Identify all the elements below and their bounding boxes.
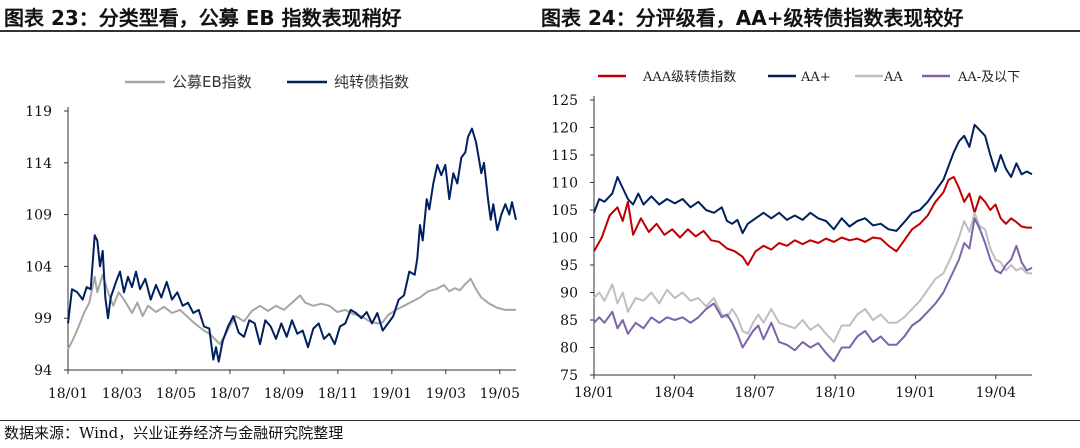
y-tick-label: 109: [25, 208, 52, 224]
y-tick-label: 115: [551, 148, 578, 164]
header-rule: [0, 30, 1080, 32]
chart-2: 75 80 85 90 95 100 105 110 115 120 125 18/01 18/04 18…: [551, 70, 1033, 401]
y-tick-label: 95: [560, 258, 578, 274]
x-tick-label: 18/10: [815, 385, 855, 401]
series-line-1: [67, 273, 516, 350]
x-tick-label: 19/05: [480, 386, 520, 402]
right-chart-title-main: 图表 24：分评级看，AA+: [541, 6, 784, 30]
x-tick-label: 18/01: [574, 385, 614, 401]
left-chart-title: 图表 23：分类型看，公募 EB 指数表现稍好: [4, 6, 402, 30]
legend-label-2: AA+: [800, 70, 831, 85]
x-tick-label: 19/04: [976, 385, 1016, 401]
y-tick-label: 110: [551, 176, 578, 192]
right-chart-title: 图表 24：分评级看，AA+级转债指数表现较好: [541, 2, 964, 32]
series-line-4: [593, 217, 1033, 363]
x-tick-label: 18/07: [210, 386, 250, 402]
series-line-2: [593, 123, 1033, 235]
series-line-2: [67, 127, 517, 363]
y-tick-label: 94: [34, 363, 52, 379]
legend-label-1: AAA级转债指数: [642, 70, 736, 85]
right-chart-title-underlined: 级转债指数表现较好: [783, 6, 964, 31]
x-tick-label: 18/04: [654, 385, 694, 401]
x-tick-label: 19/03: [426, 386, 466, 402]
y-tick-label: 85: [560, 313, 578, 329]
series-line-3: [593, 211, 1032, 343]
y-tick-label: 119: [25, 104, 52, 120]
y-tick-label: 105: [551, 203, 578, 219]
chart-1: 94 99 104 109 114 119 18/01 18/03 18/05 18/07 18/0…: [25, 73, 520, 402]
y-tick-label: 100: [551, 231, 578, 247]
legend-label-2: 纯转债指数: [334, 73, 409, 91]
legend-label-1: 公募EB指数: [172, 73, 252, 91]
x-tick-label: 18/11: [318, 386, 358, 402]
x-tick-label: 18/09: [264, 386, 304, 402]
x-tick-label: 19/01: [372, 386, 412, 402]
x-tick-label: 18/07: [735, 385, 775, 401]
y-tick-label: 125: [551, 93, 578, 109]
x-tick-label: 18/05: [156, 386, 196, 402]
y-tick-label: 75: [560, 368, 578, 384]
y-tick-label: 80: [560, 341, 578, 357]
y-tick-label: 104: [25, 259, 52, 275]
y-tick-label: 120: [551, 121, 578, 137]
legend-label-4: AA-及以下: [957, 70, 1020, 85]
x-tick-label: 19/01: [895, 385, 935, 401]
y-tick-label: 99: [34, 311, 52, 327]
x-tick-label: 18/01: [48, 386, 88, 402]
x-tick-label: 18/03: [102, 386, 142, 402]
y-tick-label: 114: [25, 156, 52, 172]
series-line-1: [593, 176, 1032, 266]
source-note: 数据来源：Wind，兴业证券经济与金融研究院整理: [4, 424, 344, 442]
footer-rule: [0, 420, 1080, 421]
y-tick-label: 90: [560, 286, 578, 302]
legend-label-3: AA: [883, 70, 903, 85]
